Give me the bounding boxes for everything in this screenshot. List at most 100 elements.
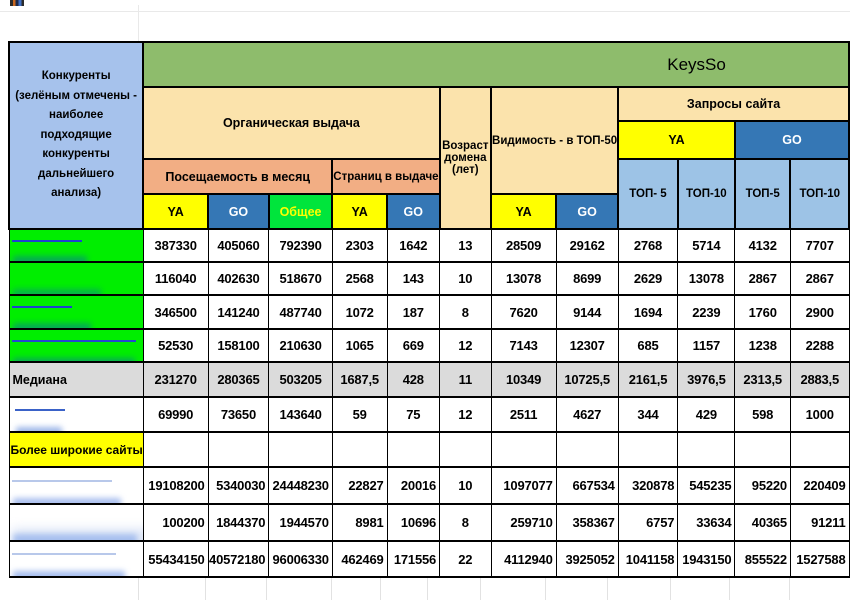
row-label-cell[interactable]: Медиана	[8, 361, 144, 398]
queries-ya-cell[interactable]: YA	[617, 120, 736, 160]
data-cell[interactable]: 69990	[142, 396, 209, 433]
data-cell[interactable]: 143640	[268, 396, 333, 433]
queries-go-cell[interactable]: GO	[733, 120, 850, 160]
data-cell[interactable]: 11	[439, 361, 492, 398]
data-cell[interactable]: 6757	[617, 503, 679, 542]
data-cell[interactable]: 59	[331, 396, 388, 433]
data-cell[interactable]: 9144	[555, 294, 619, 330]
data-cell[interactable]	[386, 431, 441, 468]
data-cell[interactable]: 1687,5	[331, 361, 388, 398]
site-link-cell-blurred[interactable]	[8, 503, 144, 542]
data-cell[interactable]: 669	[386, 328, 441, 363]
data-cell[interactable]: 5340030	[207, 466, 270, 505]
pages-group-cell[interactable]: Страниц в выдаче	[331, 158, 441, 195]
competitors-header-cell[interactable]: Конкуренты (зелёным отмечены - наиболее …	[7, 41, 145, 230]
data-cell[interactable]: 40572180	[207, 540, 270, 578]
data-cell[interactable]: 171556	[386, 540, 441, 578]
data-cell[interactable]: 8	[439, 294, 492, 330]
data-cell[interactable]: 2768	[617, 228, 679, 263]
top10-ya-header[interactable]: ТОП-10	[676, 158, 736, 230]
data-cell[interactable]: 667534	[555, 466, 619, 505]
data-cell[interactable]: 73650	[207, 396, 270, 433]
data-cell[interactable]: 158100	[207, 328, 270, 363]
data-cell[interactable]	[331, 431, 388, 468]
data-cell[interactable]	[789, 431, 850, 468]
data-cell[interactable]: 10725,5	[555, 361, 619, 398]
data-cell[interactable]: 28509	[490, 228, 557, 263]
data-cell[interactable]: 8981	[331, 503, 388, 542]
site-link-cell-blurred[interactable]	[8, 396, 144, 433]
data-cell[interactable]	[142, 431, 209, 468]
site-link-cell-blurred[interactable]	[8, 466, 144, 505]
site-link-cell-blurred[interactable]	[8, 294, 144, 330]
top5-go-header[interactable]: ТОП-5	[733, 158, 792, 230]
data-cell[interactable]: 346500	[142, 294, 209, 330]
data-cell[interactable]: 792390	[268, 228, 333, 263]
data-cell[interactable]: 22	[439, 540, 492, 578]
visits-ya-header[interactable]: YA	[142, 193, 210, 230]
data-cell[interactable]: 1527588	[789, 540, 850, 578]
data-cell[interactable]: 2867	[789, 261, 850, 296]
data-cell[interactable]: 358367	[555, 503, 619, 542]
site-link-cell-blurred[interactable]	[8, 540, 144, 578]
data-cell[interactable]: 2629	[617, 261, 679, 296]
data-cell[interactable]	[555, 431, 619, 468]
data-cell[interactable]: 55434150	[142, 540, 209, 578]
data-cell[interactable]: 8699	[555, 261, 619, 296]
data-cell[interactable]: 75	[386, 396, 441, 433]
data-cell[interactable]: 12	[439, 396, 492, 433]
visibility-ya-header[interactable]: YA	[490, 193, 558, 230]
data-cell[interactable]: 5714	[677, 228, 736, 263]
data-cell[interactable]: 405060	[207, 228, 270, 263]
data-cell[interactable]: 12307	[555, 328, 619, 363]
data-cell[interactable]: 2568	[331, 261, 388, 296]
data-cell[interactable]: 187	[386, 294, 441, 330]
data-cell[interactable]: 7143	[490, 328, 557, 363]
data-cell[interactable]: 7707	[789, 228, 850, 263]
data-cell[interactable]: 545235	[677, 466, 736, 505]
data-cell[interactable]: 7620	[490, 294, 557, 330]
data-cell[interactable]: 13078	[490, 261, 557, 296]
data-cell[interactable]: 429	[677, 396, 736, 433]
data-cell[interactable]: 3925052	[555, 540, 619, 578]
data-cell[interactable]: 220409	[789, 466, 850, 505]
data-cell[interactable]: 487740	[268, 294, 333, 330]
data-cell[interactable]: 22827	[331, 466, 388, 505]
data-cell[interactable]: 387330	[142, 228, 209, 263]
site-link-cell-blurred[interactable]	[8, 328, 144, 363]
visibility-go-header[interactable]: GO	[555, 193, 620, 230]
organic-group-cell[interactable]: Органическая выдача	[142, 86, 441, 160]
data-cell[interactable]	[207, 431, 270, 468]
data-cell[interactable]: 2900	[789, 294, 850, 330]
top5-ya-header[interactable]: ТОП- 5	[617, 158, 679, 230]
data-cell[interactable]: 4112940	[490, 540, 557, 578]
data-cell[interactable]: 4627	[555, 396, 619, 433]
keysso-title-cell[interactable]: KeysSo	[142, 41, 850, 88]
data-cell[interactable]: 1943150	[677, 540, 736, 578]
data-cell[interactable]: 2239	[677, 294, 736, 330]
visits-go-header[interactable]: GO	[207, 193, 270, 230]
data-cell[interactable]: 91211	[789, 503, 850, 542]
data-cell[interactable]: 402630	[207, 261, 270, 296]
pages-ya-header[interactable]: YA	[331, 193, 389, 230]
data-cell[interactable]: 24448230	[268, 466, 333, 505]
data-cell[interactable]: 13	[439, 228, 492, 263]
data-cell[interactable]: 320878	[617, 466, 679, 505]
data-cell[interactable]: 116040	[142, 261, 209, 296]
data-cell[interactable]: 259710	[490, 503, 557, 542]
data-cell[interactable]: 503205	[268, 361, 333, 398]
data-cell[interactable]: 1072	[331, 294, 388, 330]
data-cell[interactable]: 428	[386, 361, 441, 398]
site-link-cell-blurred[interactable]	[8, 261, 144, 296]
data-cell[interactable]: 19108200	[142, 466, 209, 505]
data-cell[interactable]: 8	[439, 503, 492, 542]
data-cell[interactable]: 1097077	[490, 466, 557, 505]
data-cell[interactable]: 344	[617, 396, 679, 433]
data-cell[interactable]: 462469	[331, 540, 388, 578]
data-cell[interactable]: 96006330	[268, 540, 333, 578]
domain-age-cell[interactable]: Возраст домена (лет)	[438, 86, 493, 230]
data-cell[interactable]: 210630	[268, 328, 333, 363]
data-cell[interactable]: 40365	[734, 503, 791, 542]
data-cell[interactable]: 1844370	[207, 503, 270, 542]
visibility-group-cell[interactable]: Видимость - в ТОП-50	[490, 86, 620, 195]
